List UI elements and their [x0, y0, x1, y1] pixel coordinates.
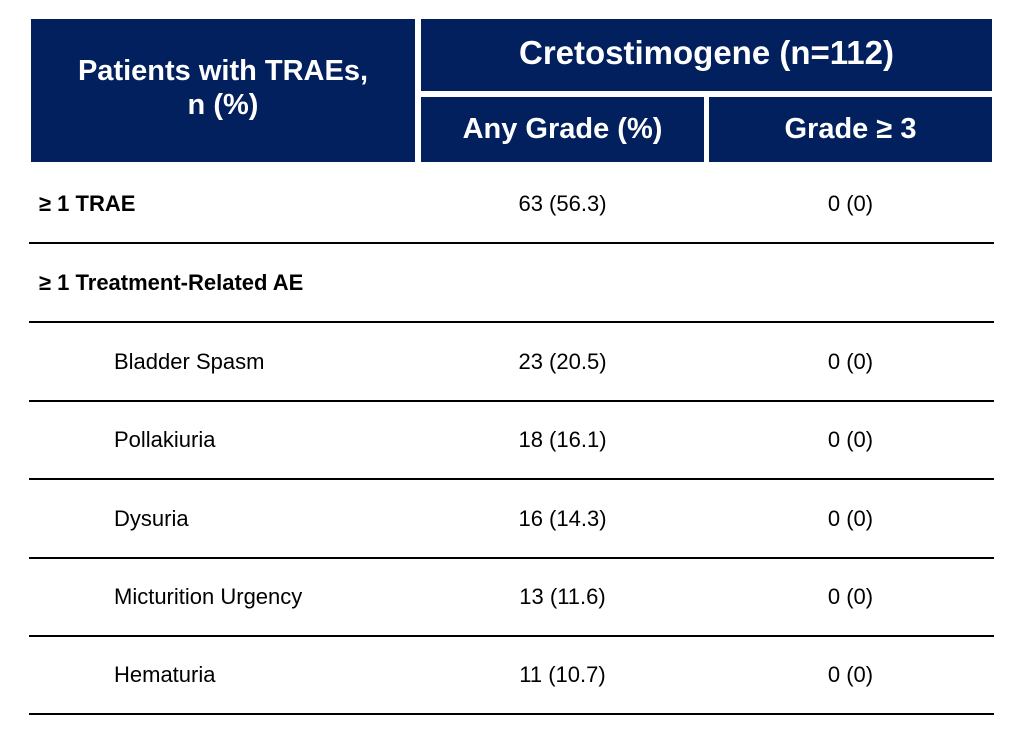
grade3-value: 0 (0)	[827, 584, 874, 609]
row-label: ≥ 1 Treatment-Related AE	[39, 270, 304, 295]
table-row: Pollakiuria 18 (16.1) 0 (0)	[29, 402, 994, 480]
grade3-value: 0 (0)	[827, 662, 874, 687]
table-row: Bladder Spasm 23 (20.5) 0 (0)	[29, 324, 994, 402]
grade3-value: 0 (0)	[827, 191, 874, 216]
any-grade-value: 13 (11.6)	[519, 584, 606, 609]
row-label: Bladder Spasm	[114, 349, 265, 374]
any-grade-value: 11 (10.7)	[519, 662, 606, 687]
table-row: ≥ 1 TRAE 63 (56.3) 0 (0)	[29, 166, 994, 244]
table-row: ≥ 1 Treatment-Related AE	[29, 245, 994, 323]
any-grade-value: 23 (20.5)	[518, 349, 607, 374]
header-label-line2: n (%)	[187, 88, 259, 121]
header-group-cretostimogene: Cretostimogene (n=112)	[421, 19, 992, 91]
grade3-value: 0 (0)	[827, 349, 874, 374]
row-label: ≥ 1 TRAE	[39, 191, 136, 216]
row-label: Pollakiuria	[114, 427, 216, 452]
row-label: Dysuria	[114, 506, 189, 531]
any-grade-value: 18 (16.1)	[518, 427, 607, 452]
grade3-value: 0 (0)	[827, 427, 874, 452]
grade3-value: 0 (0)	[827, 506, 874, 531]
header-grade-3: Grade ≥ 3	[709, 97, 992, 162]
row-label: Hematuria	[114, 662, 216, 687]
grade3-value	[709, 245, 992, 321]
any-grade-value	[421, 245, 704, 321]
row-label: Micturition Urgency	[114, 584, 303, 609]
header-label-line1: Patients with TRAEs,	[77, 54, 369, 87]
any-grade-value: 63 (56.3)	[518, 191, 607, 216]
table-row: Hematuria 11 (10.7) 0 (0)	[29, 637, 994, 715]
header-any-grade: Any Grade (%)	[421, 97, 704, 162]
any-grade-value: 16 (14.3)	[518, 506, 607, 531]
table-row: Micturition Urgency 13 (11.6) 0 (0)	[29, 559, 994, 637]
header-patients-label: Patients with TRAEs, n (%)	[31, 19, 415, 162]
table-row: Dysuria 16 (14.3) 0 (0)	[29, 481, 994, 559]
